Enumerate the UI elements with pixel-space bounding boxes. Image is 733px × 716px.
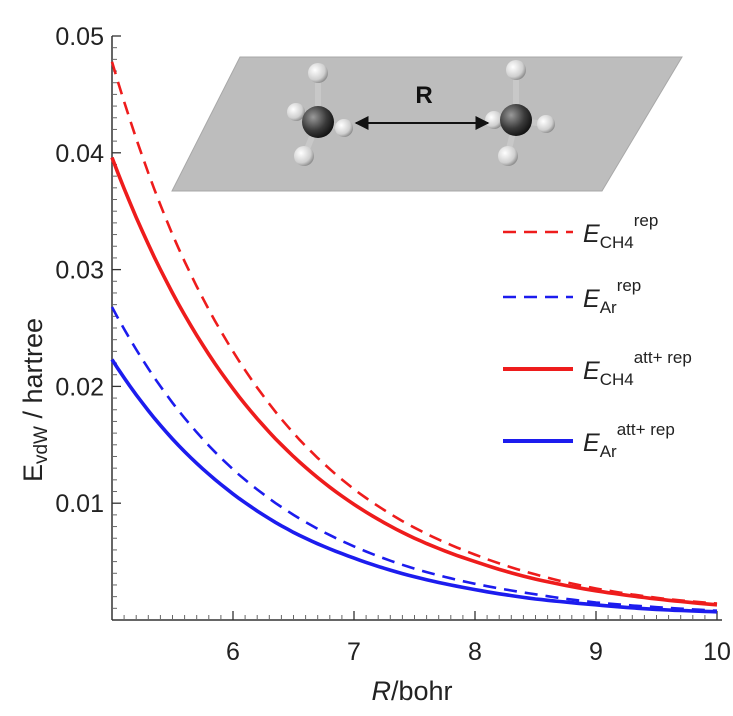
x-tick-label: 7: [347, 638, 361, 666]
legend-label-2: EArrep: [583, 276, 641, 317]
x-tick-label: 8: [468, 638, 482, 666]
methane-dimer-inset: R: [171, 56, 683, 192]
legend-label-4: EAratt+ rep: [583, 420, 675, 461]
x-tick-label: 6: [226, 638, 240, 666]
x-tick-label: 10: [703, 638, 731, 666]
legend: ECH4rep EArrep ECH4att+ rep EAratt+ rep: [503, 211, 692, 461]
series-line-1: [110, 61, 718, 605]
methane-left: [287, 63, 353, 166]
y-axis-title: EvdW / hartree: [18, 318, 52, 482]
y-tick-label: 0.02: [55, 373, 104, 401]
legend-label-3: ECH4att+ rep: [583, 348, 692, 389]
y-tick-label: 0.04: [55, 140, 104, 168]
distance-label: R: [415, 82, 432, 109]
series-line-4: [110, 358, 718, 614]
x-axis-title: R/bohr: [371, 676, 452, 706]
x-ticks: 6 7 8 9 10: [123, 611, 731, 666]
series-line-2: [110, 306, 718, 612]
y-tick-label: 0.03: [55, 257, 104, 285]
y-ticks: 0.01 0.02 0.03 0.04 0.05: [55, 23, 121, 609]
curves: [110, 61, 718, 614]
y-tick-label: 0.01: [55, 490, 104, 518]
x-tick-label: 9: [589, 638, 603, 666]
y-tick-label: 0.05: [55, 23, 104, 51]
legend-label-1: ECH4rep: [583, 211, 658, 252]
methane-right: [485, 60, 555, 166]
series-line-3: [110, 156, 718, 607]
